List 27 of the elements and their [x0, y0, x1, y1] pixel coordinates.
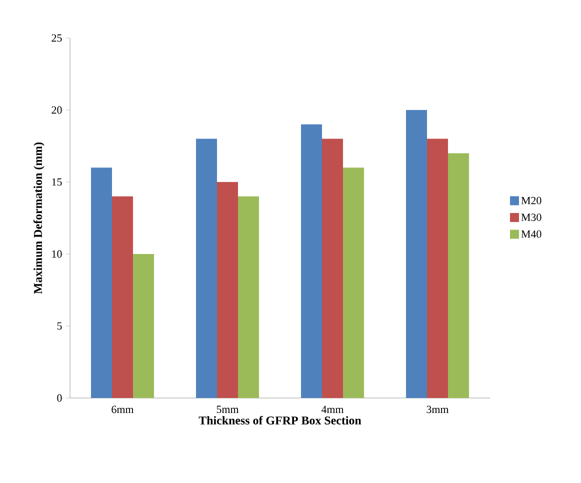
bar	[427, 138, 448, 398]
bar	[301, 124, 322, 398]
bar	[91, 168, 112, 398]
bar	[196, 138, 217, 398]
y-tick-label: 10	[52, 250, 62, 258]
bar	[322, 138, 343, 398]
y-tick-label: 15	[52, 178, 62, 186]
legend-label: M20	[521, 196, 542, 204]
y-tick-label: 20	[52, 106, 62, 114]
y-tick-label: 5	[57, 322, 62, 330]
bar	[343, 168, 364, 398]
legend-label: M40	[521, 230, 542, 238]
bar	[448, 153, 469, 398]
bar	[238, 196, 259, 398]
bar	[133, 254, 154, 398]
y-axis-title: Maximum Deformation (mm)	[33, 142, 44, 294]
bar	[217, 182, 238, 398]
x-tick-label: 3mm	[426, 406, 449, 414]
y-tick-label: 25	[52, 34, 62, 42]
bar	[112, 196, 133, 398]
legend-label: M30	[521, 214, 542, 222]
x-tick-label: 4mm	[321, 406, 344, 413]
bar	[406, 110, 427, 398]
x-axis-title: Thickness of GFRP Box Section	[198, 416, 362, 424]
x-tick-label: 5mm	[216, 406, 239, 414]
x-tick-label: 6mm	[112, 406, 134, 414]
y-tick-label: 0	[57, 394, 62, 402]
